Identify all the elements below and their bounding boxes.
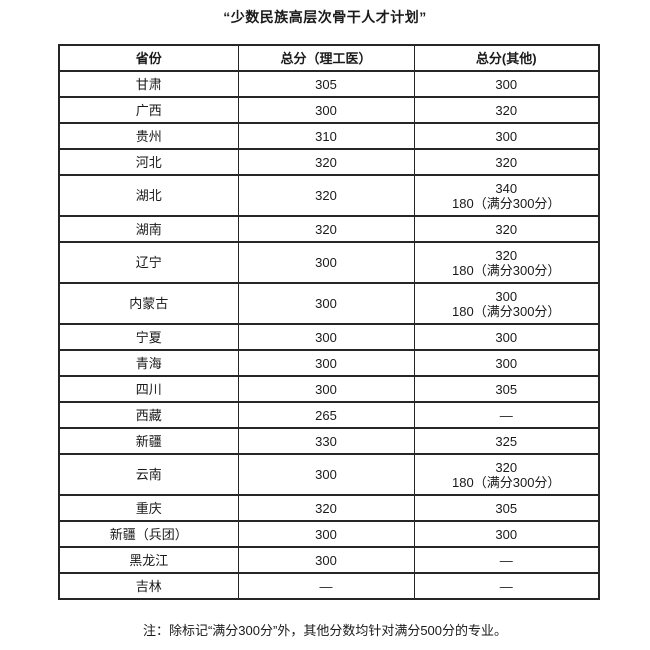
table-cell-other-total: 305 [413,494,600,522]
table-cell-other-total: 300 [413,520,600,548]
table-cell-province: 西藏 [58,401,239,429]
table-cell-science-total: 320 [237,174,415,217]
table-cell-province: 贵州 [58,122,239,150]
col-header-other-total: 总分(其他) [413,44,600,72]
table-cell-other-total: 300 180（满分300分） [413,282,600,325]
footnote: 注：除标记“满分300分”外，其他分数均针对满分500分的专业。 [142,623,508,638]
table-cell-province: 宁夏 [58,323,239,351]
table-cell-other-total: 320 [413,215,600,243]
table-body: 甘肃 305 300 广西 300 320 贵州 310 300 河北 320 320 湖北 320 340… [58,70,600,600]
col-header-science-total: 总分（理工医） [237,44,415,72]
table-row: 西藏 265— [58,401,600,429]
table-cell-other-total: 320 [413,96,600,124]
table-cell-other-total: 300 [413,323,600,351]
table-cell-other-total: — [413,546,600,574]
table-row: 广西 300 320 [58,96,600,124]
table-cell-science-total: 320 [237,494,415,522]
table-cell-science-total: 300 [237,375,415,403]
table-cell-science-total: 300 [237,349,415,377]
table-cell-province: 广西 [58,96,239,124]
table-cell-science-total: 310 [237,122,415,150]
table-cell-province: 吉林 [58,572,239,600]
table-row: 贵州 310 300 [58,122,600,150]
table-cell-province: 新疆 [58,427,239,455]
table-cell-other-total: 300 [413,122,600,150]
table-cell-science-total: 300 [237,282,415,325]
col-header-province: 省份 [58,44,239,72]
table-cell-province: 湖北 [58,174,239,217]
table-row: 云南 300 320 180（满分300分） [58,453,600,496]
table-row: 吉林 — — [58,572,600,600]
table-row: 新疆 330 325 [58,427,600,455]
table-cell-science-total: 300 [237,546,415,574]
table-row: 辽宁 300 320 180（满分300分） [58,241,600,284]
table-row: 新疆（兵团） 300 300 [58,520,600,548]
table-row: 宁夏 300 300 [58,323,600,351]
table-cell-science-total: — [237,572,415,600]
table-cell-other-total: — [413,401,600,429]
table-row: 甘肃 305 300 [58,70,600,98]
table-cell-science-total: 330 [237,427,415,455]
table-row: 湖南 320 320 [58,215,600,243]
table-cell-science-total: 300 [237,453,415,496]
table-cell-other-total: 340 180（满分300分） [413,174,600,217]
table-cell-other-total: 320 180（满分300分） [413,453,600,496]
table-cell-other-total: 320 [413,148,600,176]
table-row: 重庆 320 305 [58,494,600,522]
table-cell-science-total: 305 [237,70,415,98]
table-row: 河北 320 320 [58,148,600,176]
table-cell-science-total: 320 [237,215,415,243]
table-row: 四川 300 305 [58,375,600,403]
table-cell-province: 甘肃 [58,70,239,98]
table-cell-science-total: 300 [237,323,415,351]
table-cell-other-total: 305 [413,375,600,403]
table-cell-other-total: — [413,572,600,600]
table-cell-province: 湖南 [58,215,239,243]
table-cell-other-total: 300 [413,349,600,377]
table-header-row: 省份 总分（理工医） 总分(其他) [58,44,600,72]
table-cell-science-total: 300 [237,241,415,284]
table-cell-other-total: 300 [413,70,600,98]
table-cell-province: 四川 [58,375,239,403]
table-cell-province: 青海 [58,349,239,377]
table-cell-science-total: 320 [237,148,415,176]
table-cell-province: 河北 [58,148,239,176]
table-cell-province: 新疆（兵团） [58,520,239,548]
score-table: 省份 总分（理工医） 总分(其他) 甘肃 305 300 广西 300 320 贵州 310 3… [58,44,600,600]
table-cell-province: 内蒙古 [58,282,239,325]
table-cell-province: 黑龙江 [58,546,239,574]
table-row: 湖北 320 340 180（满分300分） [58,174,600,217]
table-row: 青海 300 300 [58,349,600,377]
table-cell-other-total: 325 [413,427,600,455]
table-cell-science-total: 300 [237,96,415,124]
table-cell-other-total: 320 180（满分300分） [413,241,600,284]
table-cell-province: 重庆 [58,494,239,522]
page-title: “少数民族高层次骨干人才计划” [223,9,427,25]
table-row: 黑龙江 300— [58,546,600,574]
table-cell-science-total: 300 [237,520,415,548]
table-cell-province: 辽宁 [58,241,239,284]
table-row: 内蒙古 300 300 180（满分300分） [58,282,600,325]
table-cell-science-total: 265 [237,401,415,429]
table-cell-province: 云南 [58,453,239,496]
